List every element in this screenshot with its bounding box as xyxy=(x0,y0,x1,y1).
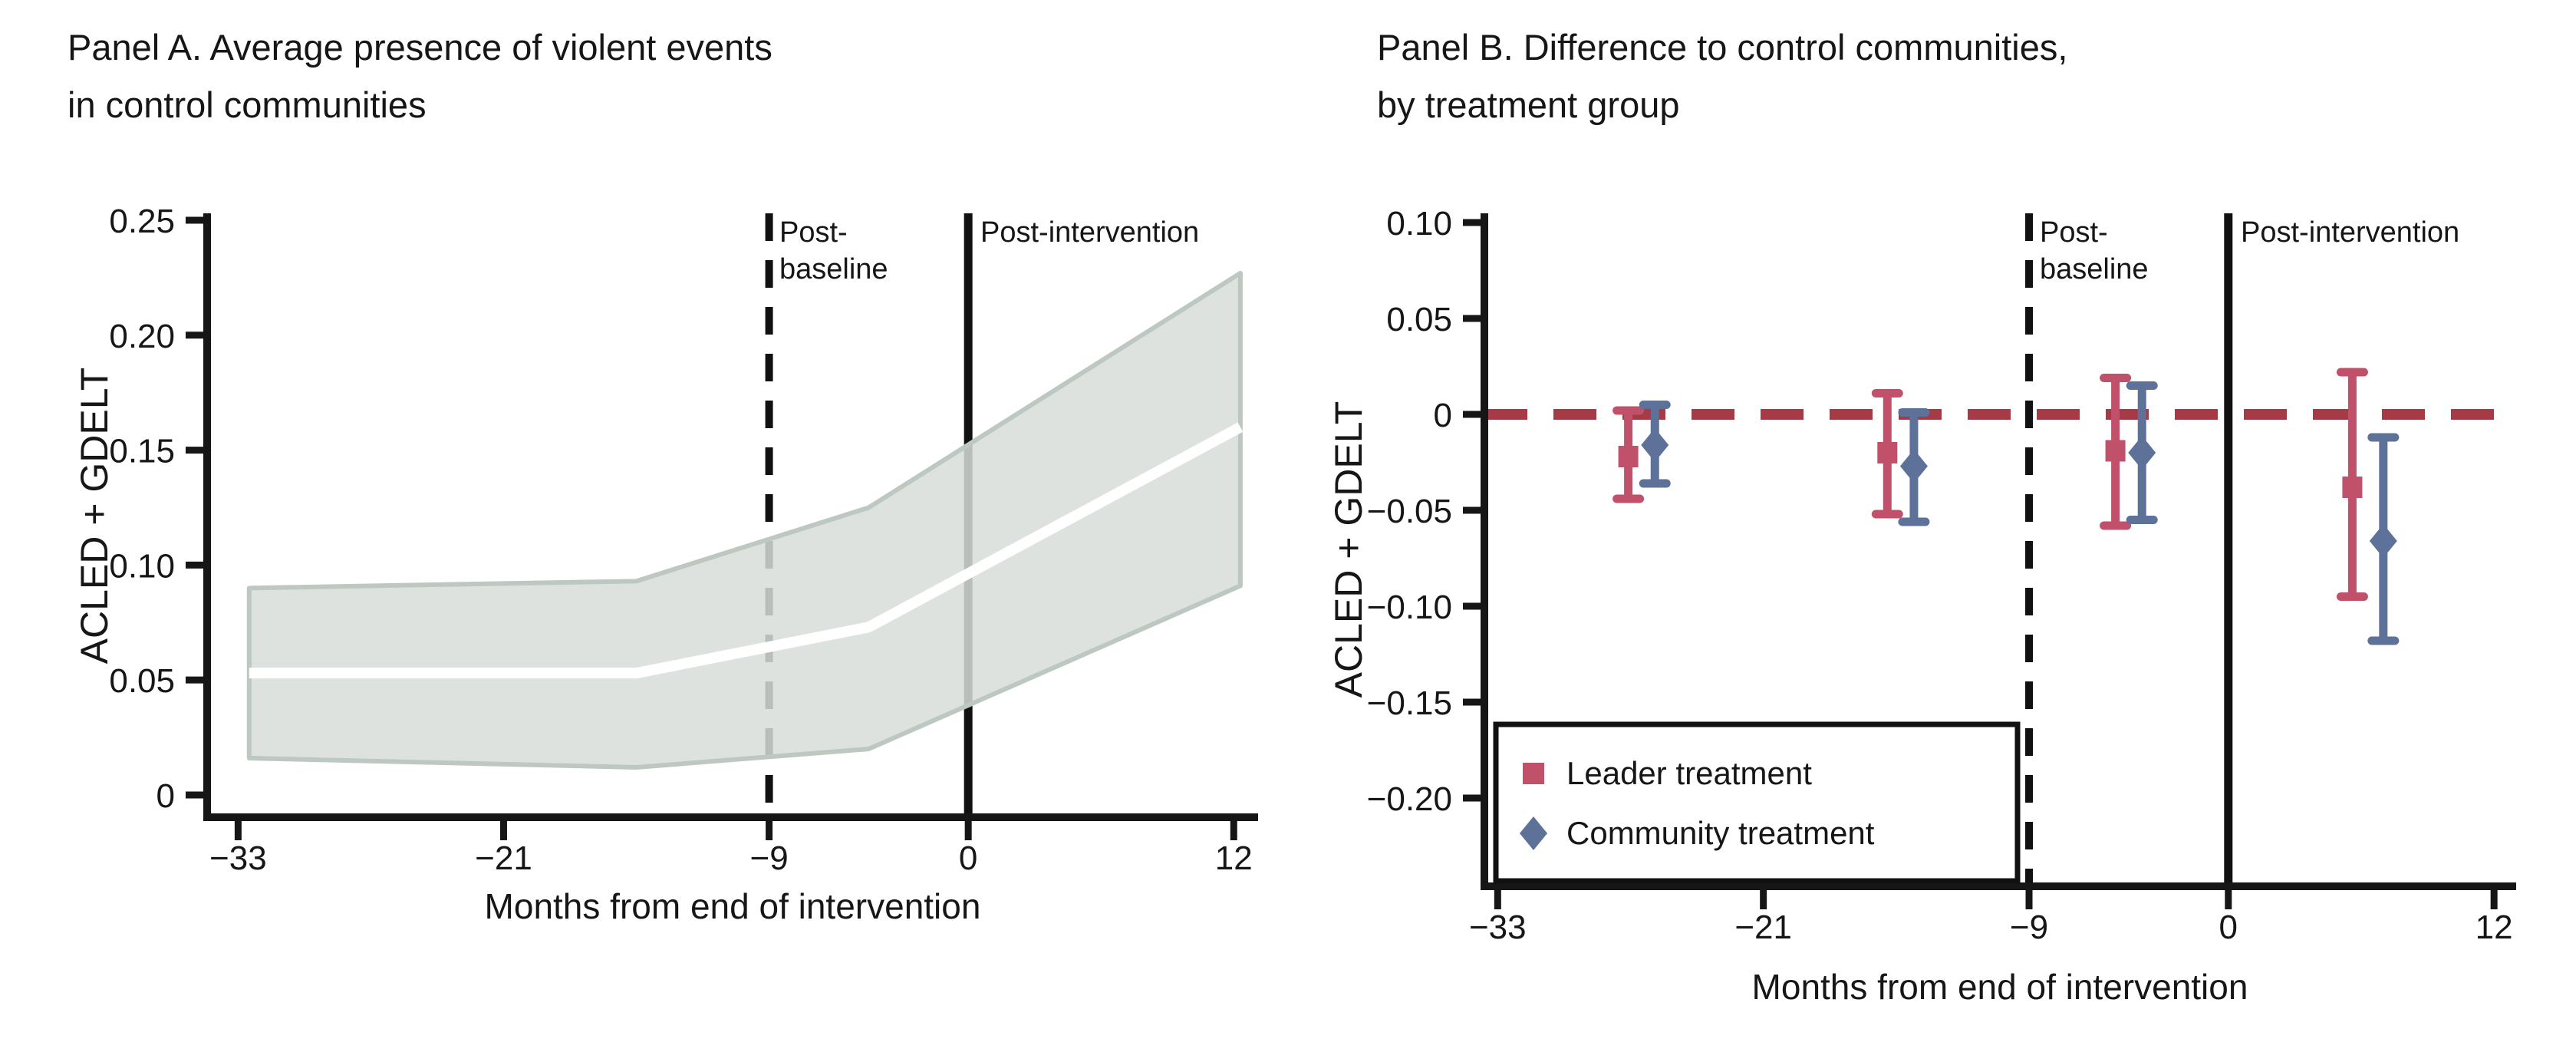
y-tick-label: 0.05 xyxy=(1386,301,1452,338)
x-tick-label: 12 xyxy=(1215,839,1253,877)
y-tick-label: −0.15 xyxy=(1367,684,1452,722)
legend-graphics xyxy=(1493,721,2021,884)
y-tick-label: 0 xyxy=(1434,397,1452,434)
y-tick-label: 0.20 xyxy=(109,318,175,355)
point-estimate-square xyxy=(1877,442,1898,463)
panel-a-y-axis-label: ACLED + GDELT xyxy=(73,368,116,665)
panel-b-post-intervention-label: Post-intervention xyxy=(2241,216,2459,249)
legend-square-icon xyxy=(1523,763,1544,784)
panel-b-y-axis-label: ACLED + GDELT xyxy=(1327,401,1370,698)
series-community xyxy=(1639,381,2400,645)
panel-b-post-baseline-label-line1: Post- xyxy=(2040,216,2108,249)
legend-box xyxy=(1493,721,2021,884)
panel-a-title-line2: in control communities xyxy=(68,84,427,125)
panel-a-title-line1: Panel A. Average presence of violent eve… xyxy=(68,27,772,68)
x-tick-label: 0 xyxy=(2219,909,2238,946)
y-tick-label: 0.15 xyxy=(109,433,175,470)
panel-b-plot: 0.10 0.05 0 −0.05 −0.10 −0.15 −0.20 −33 −21 −9 0 12 xyxy=(1367,205,2516,946)
legend-diamond-icon xyxy=(1520,816,1547,850)
point-estimate-diamond xyxy=(2369,524,2397,558)
point-estimate-square xyxy=(2105,440,2126,462)
y-tick-label: 0.10 xyxy=(1386,205,1452,242)
point-estimate-diamond xyxy=(1899,449,1928,483)
y-tick-label: 0.25 xyxy=(109,203,175,240)
x-tick-label: −33 xyxy=(1469,909,1527,946)
y-tick-label: −0.10 xyxy=(1367,589,1452,626)
panel-a-x-axis-label: Months from end of intervention xyxy=(485,886,981,926)
panel-a-plot: 0 0.05 0.10 0.15 0.20 0.25 −33 −21 −9 0 12 xyxy=(109,203,1258,877)
x-tick-label: −9 xyxy=(750,839,789,877)
mean-line xyxy=(249,422,1244,679)
y-tick-label: 0.05 xyxy=(109,662,175,700)
x-tick-label: 0 xyxy=(959,839,977,877)
panel-b-title-line2: by treatment group xyxy=(1377,84,1680,125)
x-tick-label: −9 xyxy=(2010,909,2048,946)
y-tick-label: −0.20 xyxy=(1367,780,1452,818)
panel-b-post-baseline-label-line2: baseline xyxy=(2040,253,2149,285)
x-tick-label: −21 xyxy=(1734,909,1792,946)
point-estimate-square xyxy=(2342,477,2363,498)
panel-a-post-baseline-label-line1: Post- xyxy=(779,216,848,249)
panel-a-post-baseline-label-line2: baseline xyxy=(779,253,888,285)
y-tick-label: 0.10 xyxy=(109,547,175,585)
y-tick-label: 0 xyxy=(156,777,175,815)
panel-b-x-axis-label: Months from end of intervention xyxy=(1752,967,2248,1007)
panel-a-post-intervention-label: Post-intervention xyxy=(980,216,1199,249)
legend-label-community: Community treatment xyxy=(1566,815,1875,851)
point-estimate-square xyxy=(1618,446,1639,467)
legend-label-leader: Leader treatment xyxy=(1566,755,1812,791)
point-estimate-diamond xyxy=(2128,436,2156,470)
confidence-band xyxy=(246,270,1243,770)
y-tick-label: −0.05 xyxy=(1367,493,1452,530)
x-tick-label: −33 xyxy=(209,839,267,877)
x-tick-label: −21 xyxy=(475,839,532,877)
point-estimate-diamond xyxy=(1641,428,1669,462)
x-tick-label: 12 xyxy=(2476,909,2513,946)
panel-b-title-line1: Panel B. Difference to control communiti… xyxy=(1377,27,2067,68)
series-leader xyxy=(1612,368,2368,601)
